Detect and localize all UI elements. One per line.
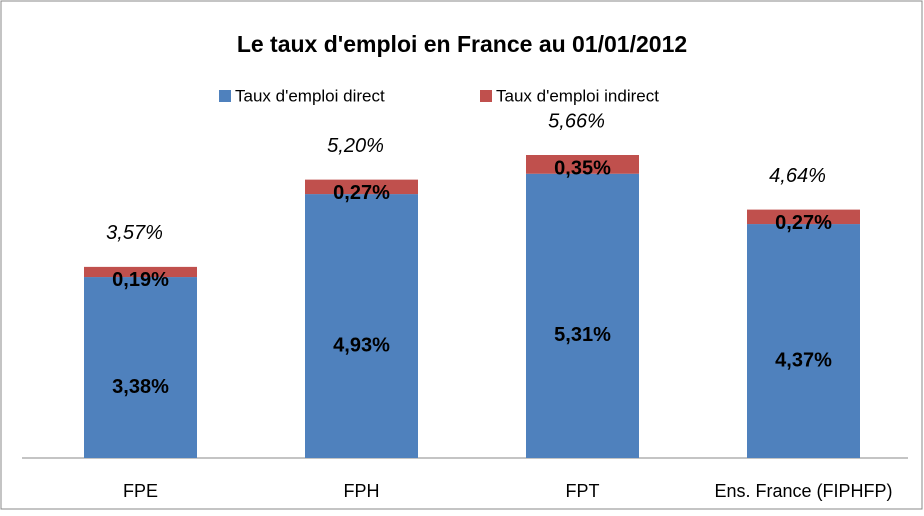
bar-segment: [747, 224, 860, 458]
x-tick-label: Ens. France (FIPHFP): [714, 481, 892, 501]
x-tick-label: FPT: [566, 481, 600, 501]
value-label: 5,31%: [554, 324, 611, 346]
value-label: 0,19%: [112, 269, 169, 291]
bar-segment: [526, 155, 639, 174]
legend-label: Taux d'emploi direct: [235, 86, 385, 105]
value-label: 0,35%: [554, 157, 611, 179]
legend-swatch: [480, 90, 492, 102]
total-label: 4,64%: [769, 165, 826, 187]
total-label: 5,66%: [548, 110, 605, 132]
bar-segment: [84, 277, 197, 458]
x-tick-label: FPE: [123, 481, 158, 501]
bar-segment: [84, 266, 197, 278]
total-label: 5,20%: [327, 135, 384, 157]
bar-segment: [305, 179, 418, 195]
bar-segment: [526, 173, 639, 458]
bar-segment: [305, 194, 418, 458]
value-label: 4,37%: [775, 349, 832, 371]
x-tick-label: FPH: [344, 481, 380, 501]
bar-segment: [747, 209, 860, 225]
value-label: 0,27%: [775, 212, 832, 234]
total-label: 3,57%: [106, 222, 163, 244]
legend-label: Taux d'emploi indirect: [496, 86, 659, 105]
legend-swatch: [219, 90, 231, 102]
chart-title: Le taux d'emploi en France au 01/01/2012: [237, 31, 687, 57]
value-label: 4,93%: [333, 334, 390, 356]
value-label: 3,38%: [112, 376, 169, 398]
value-label: 0,27%: [333, 182, 390, 204]
